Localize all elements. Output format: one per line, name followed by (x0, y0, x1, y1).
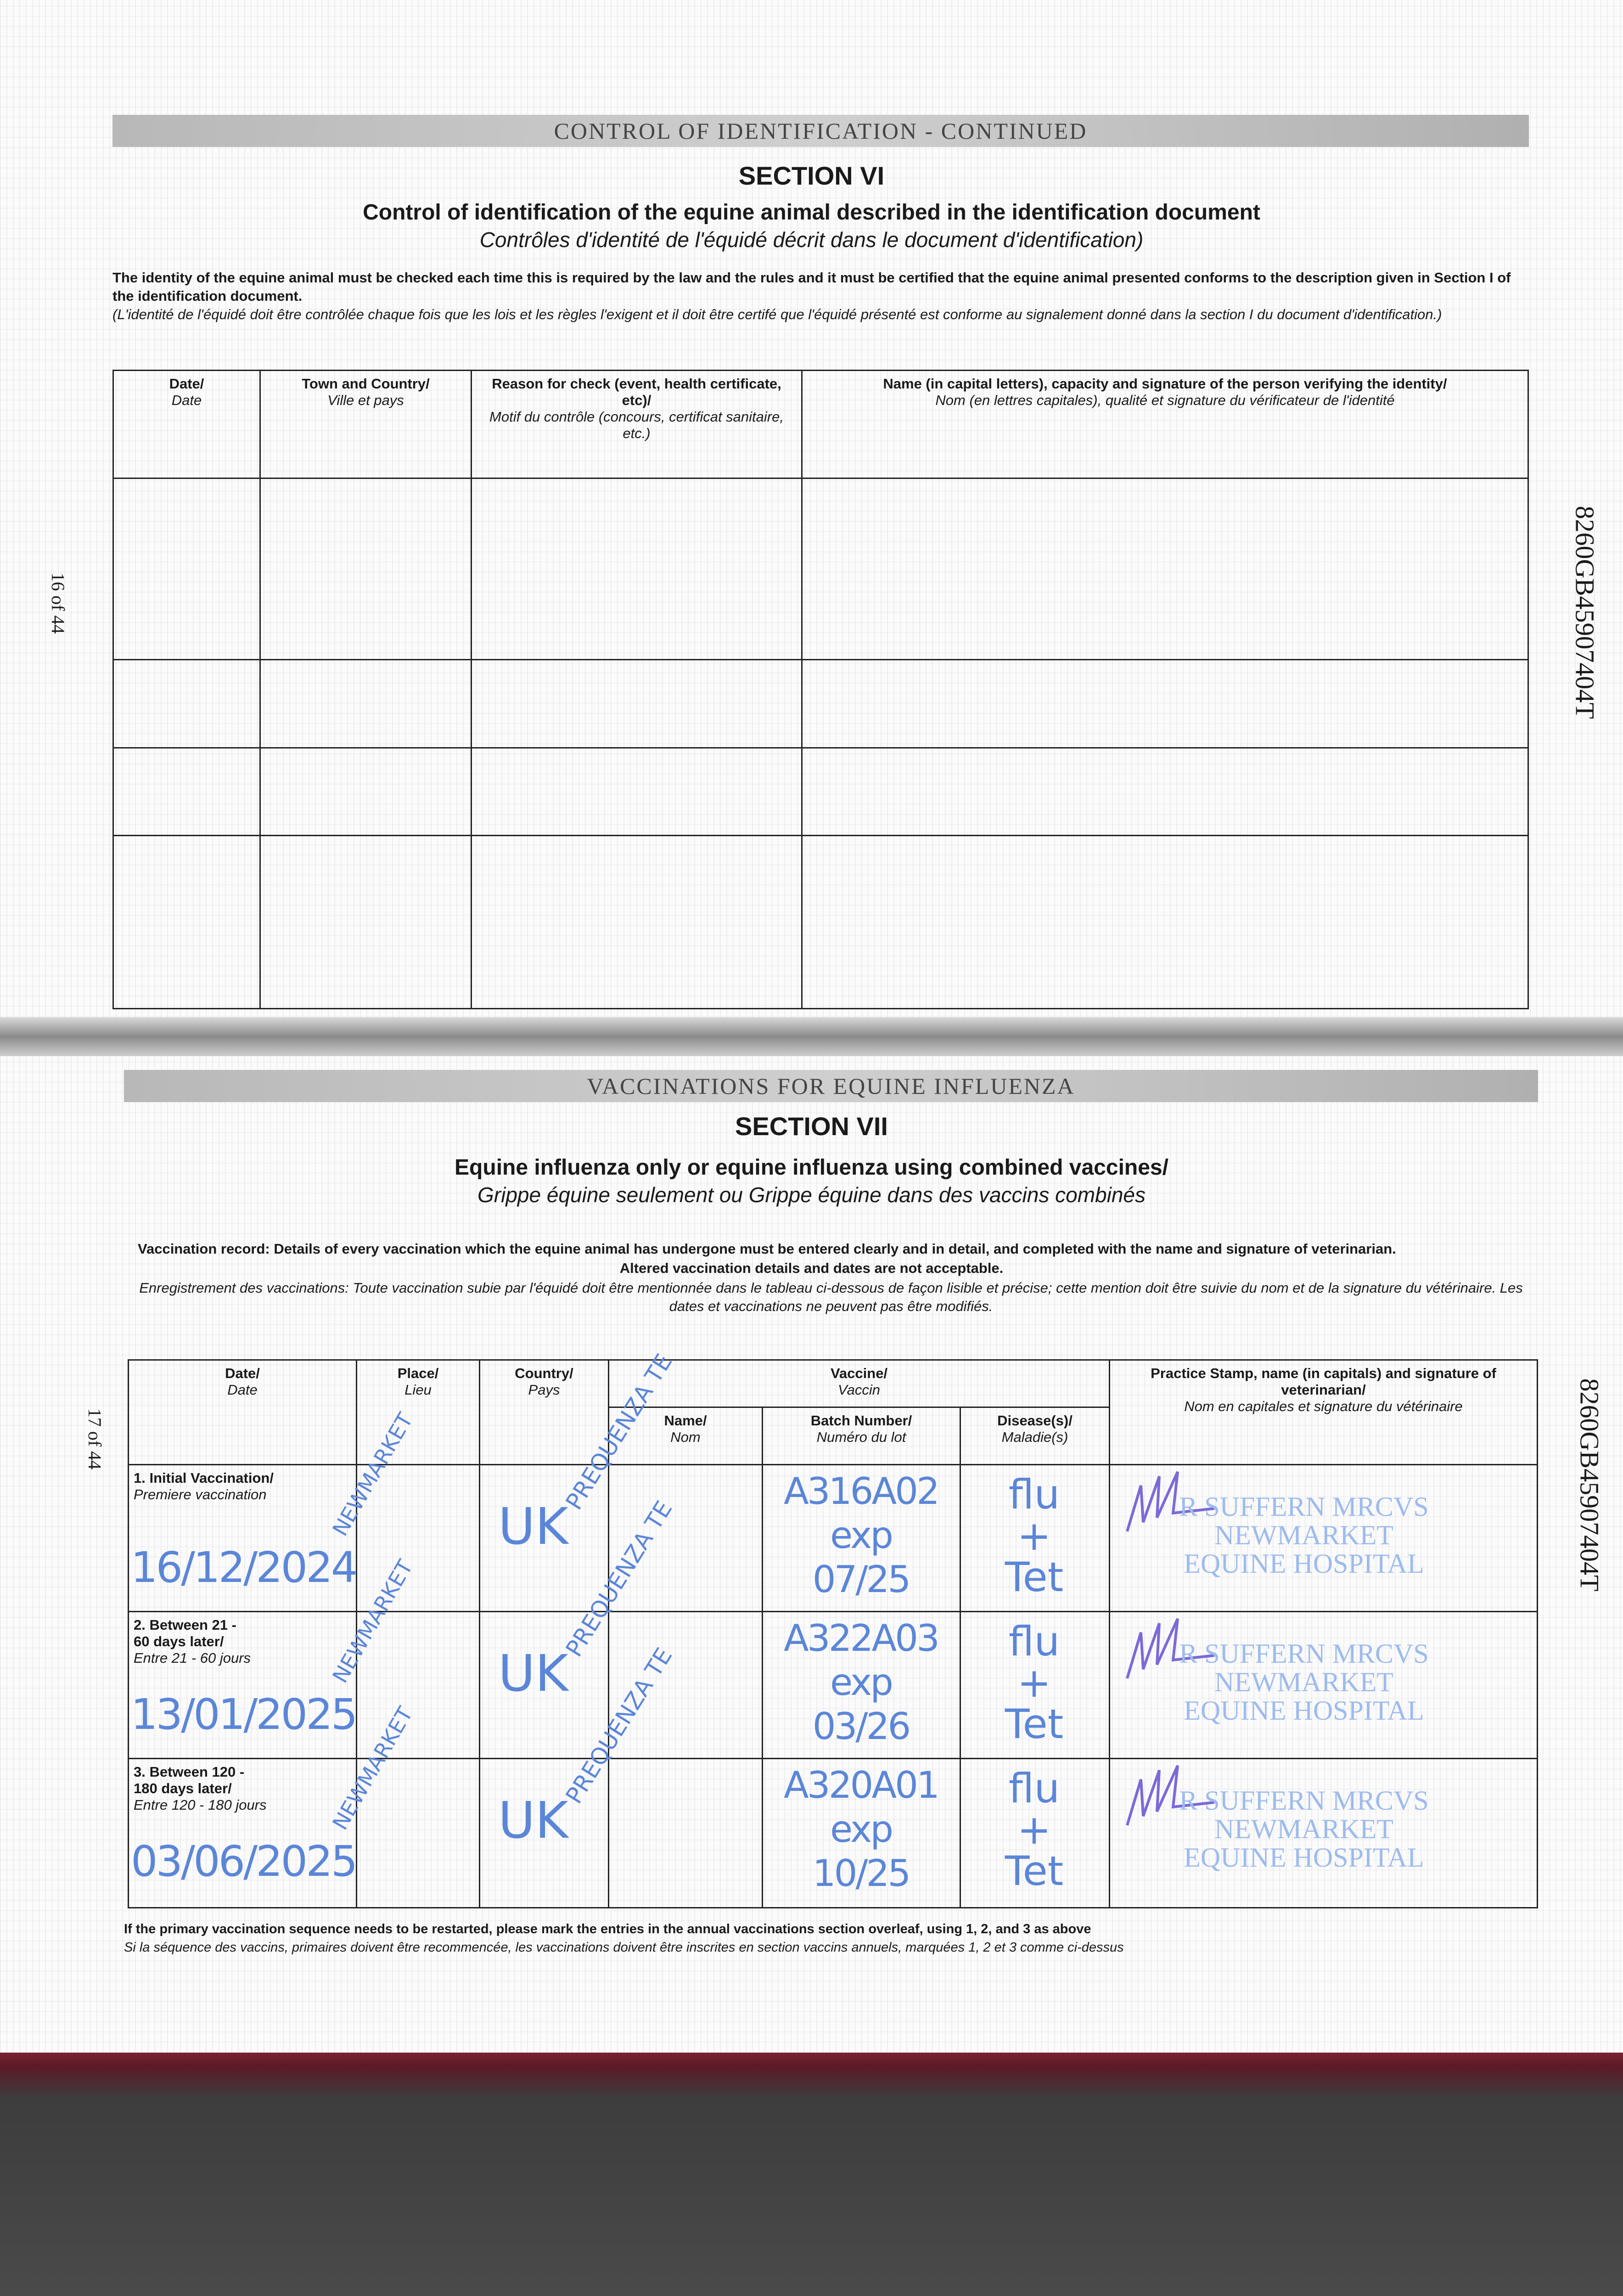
footer-note: If the primary vaccination sequence need… (124, 1922, 1091, 1936)
intro-warning: Altered vaccination details and dates ar… (619, 1260, 1004, 1276)
practice-stamp: R SUFFERN MRCVS NEWMARKET EQUINE HOSPITAL (1179, 1491, 1429, 1579)
table-row (112, 747, 1529, 836)
section-title: SECTION VII (735, 1112, 888, 1141)
diseases: flu + Tet (1005, 1765, 1064, 1895)
diseases: flu + Tet (1005, 1471, 1064, 1601)
practice-stamp: R SUFFERN MRCVS NEWMARKET EQUINE HOSPITAL (1179, 1785, 1429, 1873)
col-date: Date/Date (128, 1359, 357, 1465)
page-number: 16 of 44 (48, 572, 69, 634)
batch-number: A316A02 exp 07/25 (784, 1470, 940, 1601)
page-band: CONTROL OF IDENTIFICATION - CONTINUED (112, 115, 1529, 147)
passport-cover (0, 2053, 1623, 2296)
vaccination-date: 16/12/2024 (131, 1543, 358, 1592)
page-17: VACCINATIONS FOR EQUINE INFLUENZA SECTIO… (0, 1056, 1623, 2053)
col-disease: Disease(s)/Maladie(s) (960, 1407, 1110, 1465)
practice-stamp: R SUFFERN MRCVS NEWMARKET EQUINE HOSPITAL (1179, 1638, 1429, 1726)
page-number: 17 of 44 (84, 1408, 106, 1470)
page-band: VACCINATIONS FOR EQUINE INFLUENZA (124, 1070, 1538, 1102)
batch-number: A320A01 exp 10/25 (784, 1764, 940, 1895)
intro-text: The identity of the equine animal must b… (112, 270, 1511, 304)
intro-text: Vaccination record: Details of every vac… (138, 1241, 1396, 1257)
book-gutter (0, 1017, 1623, 1056)
passport-id: 8260GB45907404T (1570, 506, 1600, 719)
veterinarian-signature (1126, 1765, 1215, 1826)
section-heading-fr: Contrôles d'identité de l'équidé décrit … (479, 228, 1144, 252)
col-country: Country/Pays (479, 1359, 609, 1465)
batch-number: A322A03 exp 03/26 (784, 1617, 940, 1748)
intro-text-fr: (L'identité de l'équidé doit être contrô… (112, 306, 1442, 322)
page-16: CONTROL OF IDENTIFICATION - CONTINUED SE… (0, 0, 1623, 1017)
country: UK (498, 1791, 568, 1850)
section-heading: Control of identification of the equine … (363, 200, 1260, 225)
col-place: Place/Lieu (356, 1359, 480, 1465)
col-date: Date/Date (112, 370, 261, 479)
vaccination-table: Date/Date Place/Lieu Country/Pays Vaccin… (128, 1359, 1538, 1908)
col-vet: Practice Stamp, name (in capitals) and s… (1109, 1359, 1538, 1465)
table-row (112, 659, 1529, 748)
table-row: 1. Initial Vaccination/Premiere vaccinat… (128, 1464, 1538, 1612)
veterinarian-signature (1126, 1618, 1215, 1679)
col-vaccine-name: Name/Nom (608, 1407, 763, 1465)
section-title: SECTION VI (738, 161, 885, 190)
veterinarian-signature (1126, 1471, 1215, 1532)
section-heading-fr: Grippe équine seulement ou Grippe équine… (477, 1183, 1146, 1207)
passport-id: 8260GB45907404T (1574, 1378, 1605, 1592)
col-vaccine: Vaccine/Vaccin (608, 1359, 1110, 1408)
vaccination-date: 03/06/2025 (131, 1837, 358, 1886)
footer-note-fr: Si la séquence des vaccins, primaires do… (124, 1940, 1124, 1955)
section-heading: Equine influenza only or equine influenz… (455, 1155, 1168, 1180)
table-row (112, 835, 1529, 1009)
table-row: 3. Between 120 - 180 days later/Entre 12… (128, 1758, 1538, 1908)
col-town: Town and Country/Ville et pays (259, 370, 472, 479)
col-verifier: Name (in capital letters), capacity and … (801, 370, 1529, 479)
table-row (112, 478, 1529, 660)
vaccination-date: 13/01/2025 (131, 1690, 358, 1739)
diseases: flu + Tet (1005, 1618, 1064, 1748)
country: UK (498, 1644, 568, 1703)
identification-table: Date/Date Town and Country/Ville et pays… (112, 370, 1529, 1009)
col-reason: Reason for check (event, health certific… (471, 370, 803, 479)
table-row: 2. Between 21 - 60 days later/Entre 21 -… (128, 1611, 1538, 1759)
intro-text-fr: Enregistrement des vaccinations: Toute v… (139, 1280, 1523, 1314)
col-batch: Batch Number/Numéro du lot (762, 1407, 961, 1465)
country: UK (498, 1497, 568, 1556)
